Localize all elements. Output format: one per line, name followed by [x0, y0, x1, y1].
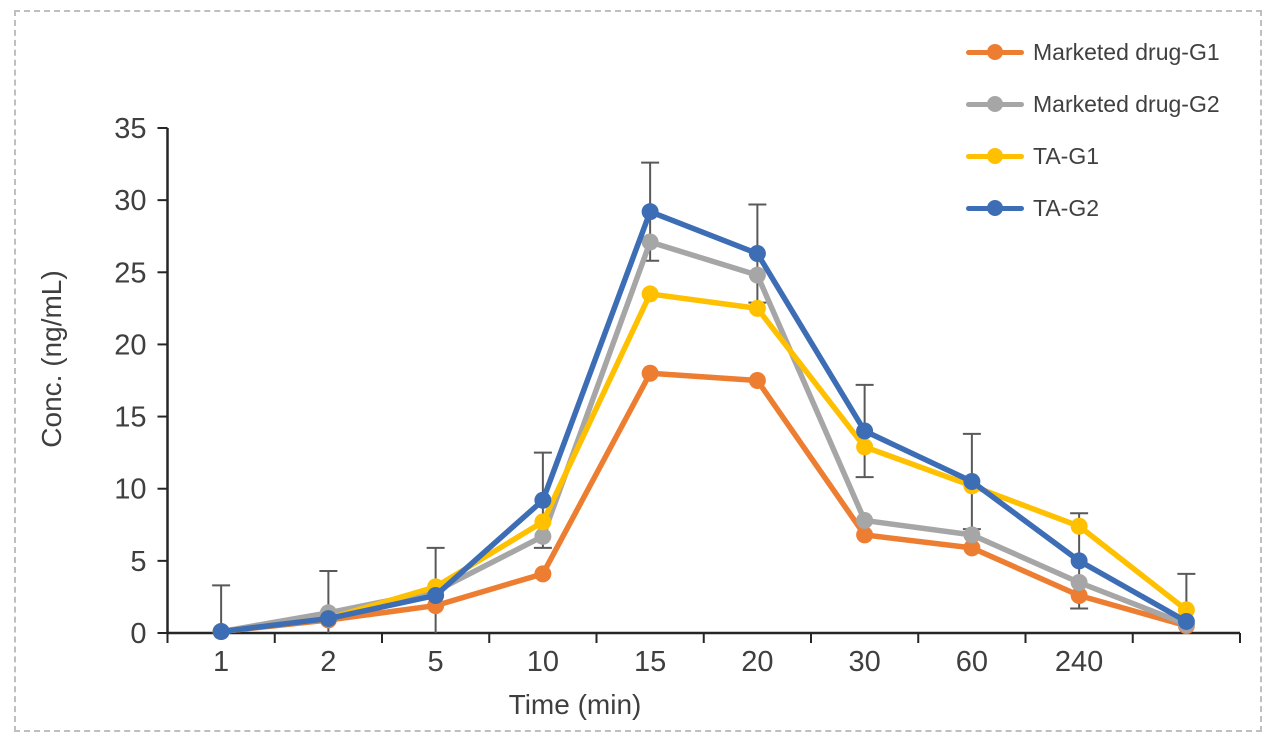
data-point-TA-G2	[856, 422, 874, 440]
data-point-TA-G2	[534, 491, 552, 509]
legend-item-TA-G1: TA-G1	[966, 130, 1220, 182]
legend-item-Marketed drug-G2: Marketed drug-G2	[966, 78, 1220, 130]
data-point-Marketed drug-G1	[856, 526, 874, 544]
data-point-TA-G1	[534, 513, 552, 531]
x-tick-label: 20	[741, 646, 773, 678]
data-point-Marketed drug-G1	[534, 565, 552, 583]
legend-marker-icon	[966, 148, 1024, 164]
data-point-TA-G2	[641, 203, 659, 221]
data-point-TA-G2	[427, 586, 445, 604]
y-tick-label: 5	[130, 546, 146, 578]
data-point-Marketed drug-G2	[856, 511, 874, 529]
data-point-TA-G1	[641, 285, 659, 303]
legend-label: TA-G1	[1033, 142, 1100, 169]
series-line-TA-G1	[218, 291, 1190, 635]
series-line-Marketed drug-G1	[218, 370, 1190, 635]
data-point-Marketed drug-G2	[641, 233, 659, 251]
x-axis-title: Time (min)	[508, 689, 642, 720]
y-tick-label: 35	[114, 113, 146, 145]
chart-legend: Marketed drug-G1 Marketed drug-G2 TA-G1 TA-…	[966, 26, 1220, 234]
data-point-TA-G2	[748, 245, 766, 263]
data-point-Marketed drug-G2	[748, 266, 766, 284]
x-tick-label: 240	[1055, 646, 1103, 678]
data-point-Marketed drug-G1	[748, 372, 766, 389]
legend-label: Marketed drug-G1	[1033, 38, 1220, 65]
y-axis-title: Conc. (ng/mL)	[36, 270, 67, 448]
y-tick-label: 20	[114, 329, 146, 361]
legend-label: TA-G2	[1033, 194, 1100, 221]
data-point-Marketed drug-G1	[963, 539, 981, 557]
x-tick-label: 60	[956, 646, 988, 678]
series-line-TA-G2	[218, 208, 1190, 635]
y-tick-label: 15	[114, 402, 146, 434]
y-tick-label: 25	[114, 257, 146, 289]
data-point-TA-G2	[319, 610, 337, 628]
x-tick-label: 2	[320, 646, 336, 678]
legend-item-TA-G2: TA-G2	[966, 182, 1220, 234]
data-point-Marketed drug-G1	[641, 364, 659, 382]
legend-marker-icon	[966, 96, 1024, 112]
data-point-Marketed drug-G2	[534, 527, 552, 545]
data-point-TA-G1	[1070, 517, 1088, 535]
y-tick-label: 30	[114, 185, 146, 217]
legend-label: Marketed drug-G2	[1033, 90, 1220, 117]
legend-marker-icon	[966, 200, 1024, 216]
legend-marker-icon	[966, 44, 1024, 60]
x-tick-label: 10	[527, 646, 559, 678]
x-tick-label: 1	[213, 646, 229, 678]
x-tick-label: 15	[634, 646, 666, 678]
data-point-TA-G1	[748, 299, 766, 317]
y-tick-label: 0	[130, 618, 146, 650]
data-point-TA-G2	[212, 623, 230, 641]
data-point-TA-G2	[1070, 552, 1088, 570]
x-tick-label: 5	[428, 646, 444, 678]
data-point-Marketed drug-G2	[963, 526, 981, 544]
data-point-TA-G2	[963, 473, 981, 490]
data-point-TA-G2	[1177, 612, 1195, 630]
data-point-Marketed drug-G2	[1070, 574, 1088, 591]
data-point-TA-G1	[856, 438, 874, 456]
y-tick-label: 10	[114, 474, 146, 506]
legend-item-Marketed drug-G1: Marketed drug-G1	[966, 26, 1220, 78]
data-point-Marketed drug-G1	[1070, 586, 1088, 604]
x-tick-label: 30	[848, 646, 880, 678]
